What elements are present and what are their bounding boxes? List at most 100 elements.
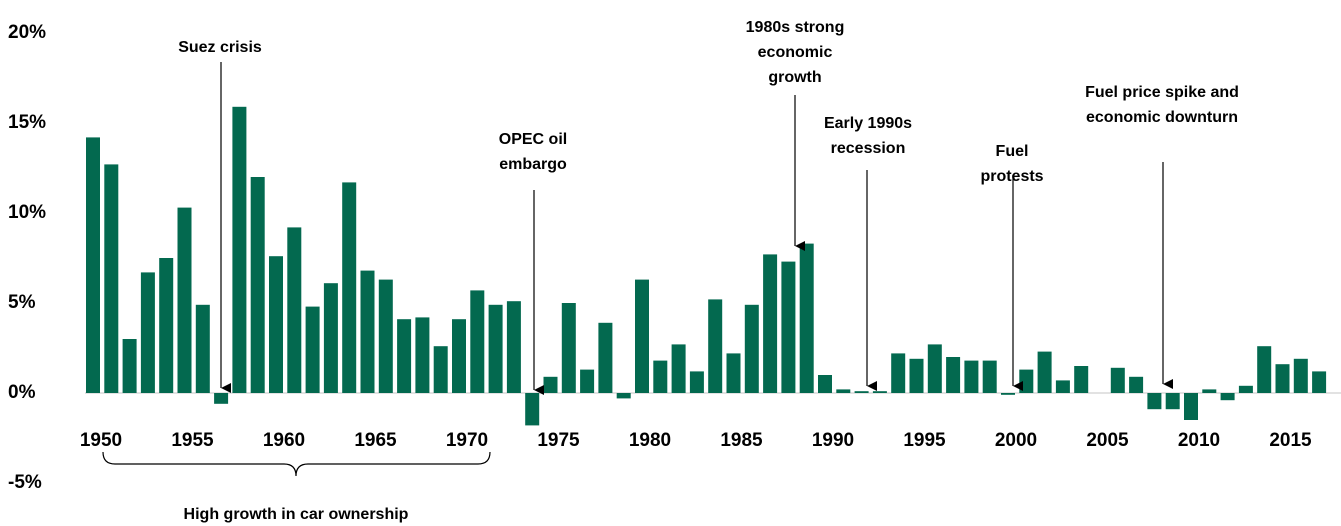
x-tick-label: 2000 bbox=[995, 430, 1037, 451]
annotation-text: economic downturn bbox=[1086, 109, 1238, 126]
bar bbox=[1001, 393, 1015, 395]
bar bbox=[488, 304, 503, 393]
bar bbox=[946, 357, 961, 393]
bar bbox=[543, 376, 558, 393]
bar bbox=[781, 261, 796, 393]
bar bbox=[195, 304, 210, 393]
x-tick-label: 1995 bbox=[903, 430, 946, 451]
annotation-text: 1980s strong bbox=[746, 19, 845, 36]
x-tick-label: 1970 bbox=[446, 430, 488, 451]
bar bbox=[159, 258, 174, 393]
brace-label: High growth in car ownership bbox=[184, 506, 409, 523]
x-tick-label: 1980 bbox=[629, 430, 671, 451]
x-tick-label: 2010 bbox=[1178, 430, 1220, 451]
bar bbox=[635, 279, 649, 393]
bar bbox=[1055, 380, 1070, 393]
bar bbox=[86, 137, 100, 393]
bar bbox=[305, 306, 320, 393]
bar bbox=[561, 303, 576, 393]
bar bbox=[433, 346, 448, 393]
bar bbox=[269, 256, 283, 393]
bar bbox=[1074, 366, 1089, 393]
bar bbox=[1312, 371, 1327, 393]
bar bbox=[763, 254, 778, 393]
bar bbox=[671, 344, 686, 393]
x-tick-label: 1950 bbox=[80, 430, 122, 451]
bar bbox=[250, 177, 265, 393]
bar bbox=[872, 391, 887, 393]
bar bbox=[854, 391, 869, 393]
annotation-text: OPEC oil bbox=[499, 131, 567, 148]
bar bbox=[708, 299, 723, 393]
bar bbox=[598, 322, 613, 393]
bar bbox=[177, 207, 192, 393]
bar bbox=[506, 301, 521, 393]
y-tick-label: -5% bbox=[8, 472, 42, 493]
bar bbox=[909, 358, 924, 393]
bar bbox=[927, 344, 942, 393]
bar bbox=[323, 283, 338, 393]
annotation-text: protests bbox=[980, 168, 1043, 185]
bar bbox=[1275, 364, 1290, 393]
x-tick-label: 1975 bbox=[537, 430, 580, 451]
bar bbox=[818, 375, 832, 393]
bar bbox=[836, 389, 851, 393]
annotation-text: growth bbox=[768, 69, 821, 86]
annotation-text: Fuel bbox=[996, 143, 1029, 160]
bar bbox=[140, 272, 155, 393]
bar bbox=[378, 279, 393, 393]
bar bbox=[1037, 351, 1052, 393]
bar bbox=[982, 360, 997, 393]
x-tick-label: 2005 bbox=[1086, 430, 1129, 451]
x-tick-label: 1955 bbox=[171, 430, 214, 451]
bar bbox=[1147, 393, 1162, 410]
bar bbox=[1238, 385, 1253, 393]
bar bbox=[1110, 367, 1125, 393]
brace bbox=[102, 451, 491, 477]
bar bbox=[799, 243, 814, 393]
bar bbox=[232, 106, 247, 394]
y-tick-label: 10% bbox=[8, 202, 46, 223]
y-tick-label: 15% bbox=[8, 112, 46, 133]
bar bbox=[1019, 369, 1034, 393]
bar bbox=[726, 353, 741, 393]
annotation-text: economic bbox=[758, 44, 833, 61]
x-tick-label: 1960 bbox=[263, 430, 305, 451]
bar bbox=[342, 182, 357, 393]
y-tick-label: 5% bbox=[8, 292, 36, 313]
x-tick-label: 1985 bbox=[720, 430, 763, 451]
bar bbox=[470, 290, 485, 393]
bar bbox=[1293, 358, 1308, 393]
bar bbox=[1202, 389, 1217, 393]
bar bbox=[1165, 393, 1180, 410]
bar bbox=[104, 164, 119, 393]
bar bbox=[653, 360, 668, 393]
annotation-text: embargo bbox=[499, 156, 567, 173]
bar bbox=[452, 319, 466, 393]
annotation-text: Early 1990s bbox=[824, 115, 912, 132]
bar bbox=[616, 393, 631, 399]
bar bbox=[397, 319, 412, 393]
y-tick-label: 0% bbox=[8, 382, 36, 403]
bar bbox=[580, 369, 595, 393]
annotation-text: recession bbox=[831, 140, 906, 157]
bar bbox=[415, 317, 430, 393]
bar bbox=[1129, 376, 1144, 393]
x-tick-label: 1990 bbox=[812, 430, 854, 451]
annotation-text: Suez crisis bbox=[178, 39, 262, 56]
bar bbox=[525, 393, 540, 426]
bar bbox=[964, 360, 979, 393]
bar bbox=[1220, 393, 1235, 401]
bar bbox=[1184, 393, 1198, 420]
annotation-text: Fuel price spike and bbox=[1085, 84, 1239, 101]
bar bbox=[122, 339, 137, 393]
bar bbox=[1257, 346, 1272, 393]
bar bbox=[360, 270, 375, 393]
bar bbox=[891, 353, 906, 393]
y-tick-label: 20% bbox=[8, 22, 46, 43]
bar bbox=[214, 393, 229, 404]
bar bbox=[744, 304, 759, 393]
x-tick-label: 1965 bbox=[354, 430, 397, 451]
bar bbox=[287, 227, 302, 393]
